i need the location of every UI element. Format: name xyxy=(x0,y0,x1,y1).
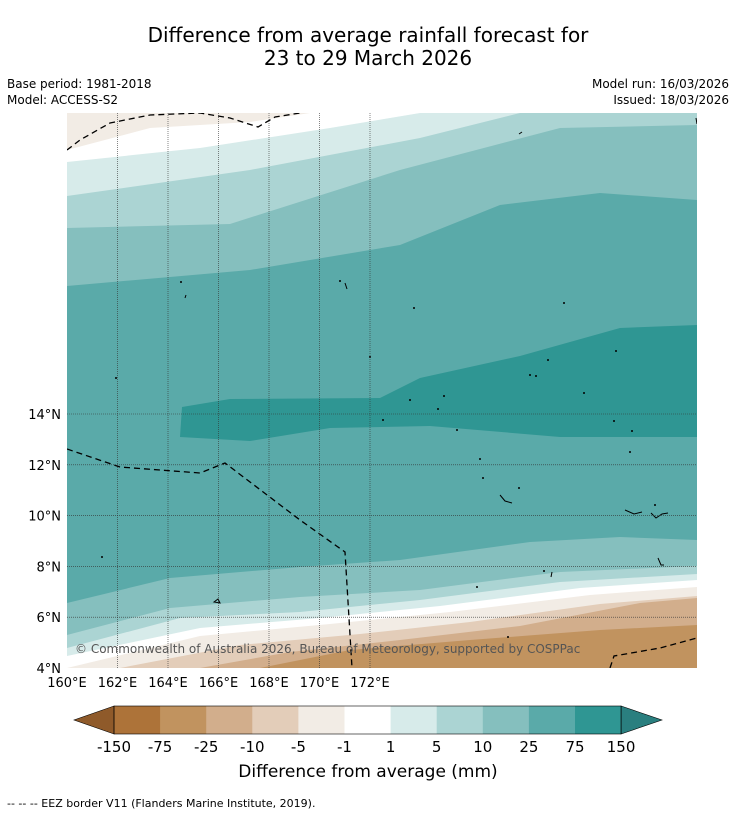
colorbar-segment xyxy=(344,706,392,734)
colorbar-tick-label: 75 xyxy=(565,738,584,756)
meta-right: Model run: 16/03/2026 Issued: 18/03/2026 xyxy=(592,76,729,108)
colorbar-tick-label: -150 xyxy=(97,738,131,756)
atoll xyxy=(613,420,615,422)
atoll xyxy=(437,408,439,410)
colorbar-segment xyxy=(114,706,161,734)
colorbar-tick-label: 1 xyxy=(386,738,396,756)
colorbar: -150 -75 -25 -10 -5 -1 1 5 10 25 75 150 xyxy=(73,705,663,756)
atoll xyxy=(631,430,633,432)
copyright-text: © Commonwealth of Australia 2026, Bureau… xyxy=(75,642,580,656)
colorbar-segment xyxy=(390,706,438,734)
base-period: Base period: 1981-2018 xyxy=(7,77,152,91)
atoll xyxy=(382,419,384,421)
eez-border-central xyxy=(67,448,353,668)
atoll xyxy=(413,307,415,309)
atoll xyxy=(482,477,484,479)
colorbar-tick-label: -25 xyxy=(194,738,219,756)
model-name: Model: ACCESS-S2 xyxy=(7,93,119,107)
island-outline xyxy=(344,282,348,290)
atoll xyxy=(443,395,445,397)
atoll xyxy=(180,281,182,283)
lat-label: 14°N xyxy=(28,408,61,423)
colorbar-outline xyxy=(113,705,622,735)
atoll xyxy=(563,302,565,304)
colorbar-tick-label: -10 xyxy=(240,738,265,756)
colorbar-segment xyxy=(206,706,253,734)
lat-label: 12°N xyxy=(28,459,61,474)
lon-label: 164°E xyxy=(148,676,188,691)
colorbar-segment xyxy=(252,706,299,734)
gridlines xyxy=(67,113,697,668)
atoll xyxy=(529,374,531,376)
colorbar-tick-label: 5 xyxy=(432,738,442,756)
atoll xyxy=(654,504,656,506)
atoll xyxy=(479,458,481,460)
lat-label: 6°N xyxy=(37,611,62,626)
lon-label: 160°E xyxy=(47,676,87,691)
colorbar-label: Difference from average (mm) xyxy=(238,762,498,782)
longitude-labels: 160°E 162°E 164°E 166°E 168°E 170°E 172°E xyxy=(47,676,390,691)
atoll xyxy=(543,570,545,572)
atolls xyxy=(101,280,656,638)
atoll xyxy=(518,487,520,489)
colorbar-segment xyxy=(528,706,576,734)
wet-tongue xyxy=(180,325,697,441)
lon-label: 162°E xyxy=(98,676,138,691)
atoll xyxy=(115,377,117,379)
colorbar-tick-label: 10 xyxy=(473,738,492,756)
colorbar-segment xyxy=(160,706,207,734)
colorbar-segment xyxy=(436,706,484,734)
colorbar-tick-label: -5 xyxy=(291,738,306,756)
eez-border-southeast xyxy=(609,637,697,668)
colorbar-segment xyxy=(575,706,622,734)
meta-left: Base period: 1981-2018 Model: ACCESS-S2 xyxy=(7,76,152,108)
atoll xyxy=(101,556,103,558)
title-line-1: Difference from average rainfall forecas… xyxy=(147,23,589,47)
colorbar-low-arrow xyxy=(73,705,115,735)
map-area xyxy=(67,113,697,668)
atoll xyxy=(547,359,549,361)
island-outline xyxy=(657,557,664,566)
atoll xyxy=(583,392,585,394)
eez-border-north xyxy=(67,113,301,151)
title-line-2: 23 to 29 March 2026 xyxy=(263,46,473,70)
island-outline xyxy=(212,598,221,604)
island-outline xyxy=(499,494,513,504)
lat-label: 8°N xyxy=(37,560,62,575)
island-outline xyxy=(518,131,523,135)
island-outline xyxy=(624,509,643,515)
lon-label: 170°E xyxy=(300,676,340,691)
model-run: Model run: 16/03/2026 xyxy=(591,77,729,91)
atoll xyxy=(409,399,411,401)
lat-label: 4°N xyxy=(37,662,62,677)
atoll xyxy=(507,636,509,638)
lon-label: 168°E xyxy=(249,676,289,691)
island-outline xyxy=(184,294,187,299)
colorbar-high-arrow xyxy=(620,705,663,735)
band-dry-4 xyxy=(260,625,697,668)
lon-label: 166°E xyxy=(199,676,239,691)
colorbar-segment xyxy=(298,706,345,734)
issued-date: Issued: 18/03/2026 xyxy=(613,93,729,107)
islands xyxy=(184,117,697,604)
latitude-labels: 4°N 6°N 8°N 10°N 12°N 14°N xyxy=(28,408,61,677)
atoll xyxy=(339,280,341,282)
atoll xyxy=(456,429,458,431)
colorbar-segment xyxy=(482,706,530,734)
atoll xyxy=(535,375,537,377)
island-outline xyxy=(550,571,553,578)
colorbar-tick-label: 25 xyxy=(519,738,538,756)
island-outline xyxy=(695,117,697,125)
colorbar-tick-label: 150 xyxy=(607,738,636,756)
atoll xyxy=(629,451,631,453)
colorbar-tick-label: -1 xyxy=(337,738,352,756)
lon-label: 172°E xyxy=(350,676,390,691)
atoll xyxy=(615,350,617,352)
atoll xyxy=(476,586,478,588)
eez-legend: -- -- -- EEZ border V11 (Flanders Marine… xyxy=(7,797,316,810)
colorbar-tick-label: -75 xyxy=(148,738,173,756)
lat-label: 10°N xyxy=(28,510,61,525)
